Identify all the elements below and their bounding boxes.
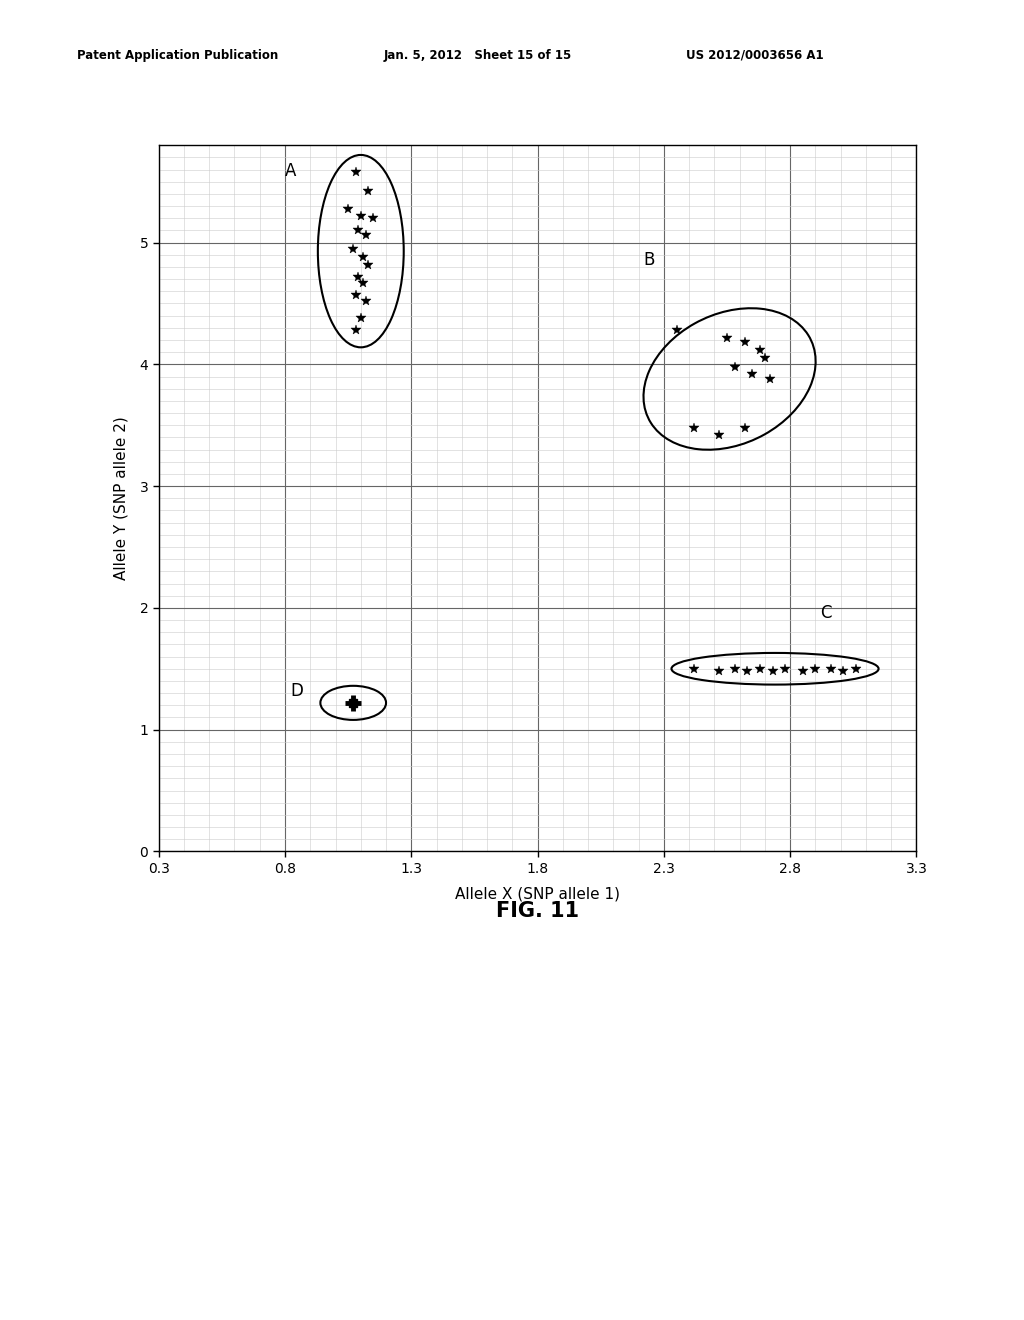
X-axis label: Allele X (SNP allele 1): Allele X (SNP allele 1) (455, 887, 621, 902)
Text: Jan. 5, 2012   Sheet 15 of 15: Jan. 5, 2012 Sheet 15 of 15 (384, 49, 572, 62)
Y-axis label: Allele Y (SNP allele 2): Allele Y (SNP allele 2) (114, 416, 128, 581)
Text: US 2012/0003656 A1: US 2012/0003656 A1 (686, 49, 823, 62)
Text: C: C (820, 603, 831, 622)
Text: A: A (285, 161, 296, 180)
Text: Patent Application Publication: Patent Application Publication (77, 49, 279, 62)
Text: FIG. 11: FIG. 11 (496, 902, 580, 921)
Text: B: B (644, 251, 655, 268)
Text: D: D (290, 681, 303, 700)
